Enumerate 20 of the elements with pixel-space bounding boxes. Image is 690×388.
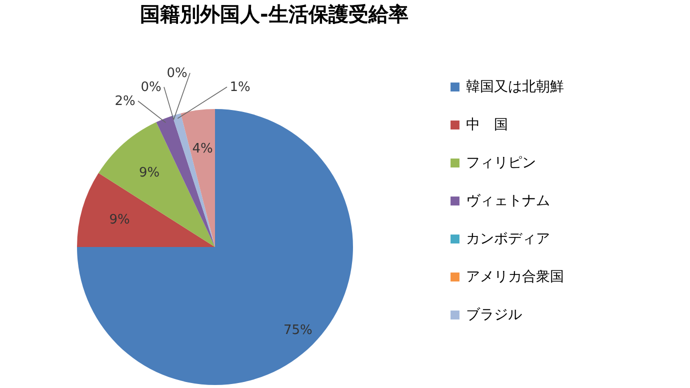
data-label: 75% (283, 322, 312, 338)
legend-label: アメリカ合衆国 (466, 269, 564, 285)
data-label: 4% (192, 141, 213, 156)
legend-label: カンボディア (466, 231, 550, 247)
pie-slice (98, 122, 215, 247)
text: 0% (166, 66, 188, 81)
pie-slice (172, 113, 215, 247)
legend-label: フィリピン (466, 155, 536, 171)
data-label: 1% (230, 80, 250, 95)
data-label: 9% (109, 212, 130, 228)
legend-label: ブラジル (466, 307, 522, 323)
legend-label: 韓国又は北朝鮮 (466, 79, 564, 95)
chart-title: 国籍別外国人-生活保護受給率 (140, 2, 408, 26)
legend-label: 中 国 (466, 117, 508, 133)
pie-slice (77, 109, 353, 385)
data-label: 9% (138, 165, 160, 180)
pie-slice (180, 109, 215, 247)
data-label: 2% (114, 94, 136, 109)
legend-label: ヴィェトナム (466, 193, 550, 209)
text: 0% (140, 80, 162, 95)
